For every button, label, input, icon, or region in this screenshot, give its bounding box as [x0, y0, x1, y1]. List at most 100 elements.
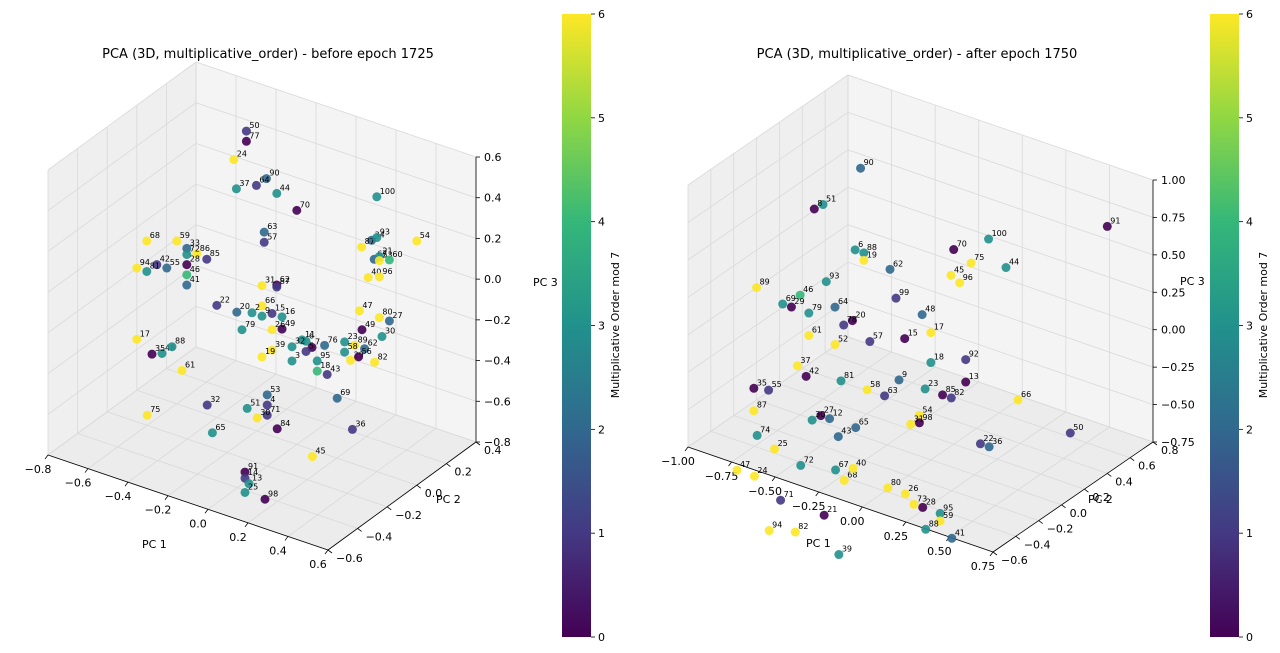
z-tick-label: 1.00 [1161, 174, 1186, 187]
point-label: 13 [252, 474, 262, 483]
scatter-point [142, 410, 152, 420]
scatter-point [272, 188, 282, 198]
scatter-point [267, 345, 277, 355]
y-tick-label: 0.8 [1161, 444, 1179, 457]
scatter-point [764, 385, 774, 395]
point-label: 94 [140, 258, 150, 267]
scatter-point [177, 365, 187, 375]
point-label: 68 [150, 231, 160, 240]
z-tick-label: −0.2 [484, 314, 511, 327]
scatter-point [807, 415, 817, 425]
scatter-point [947, 533, 957, 543]
point-label: 21 [382, 246, 392, 255]
y-tick-mark [1152, 441, 1158, 446]
point-label: 24 [757, 466, 767, 475]
point-label: 81 [150, 261, 160, 270]
point-label: 87 [365, 237, 375, 246]
point-label: 66 [265, 296, 275, 305]
scatter-point [372, 233, 382, 243]
point-label: 80 [382, 308, 392, 317]
scatter-point [132, 334, 142, 344]
scatter-point [795, 290, 805, 300]
scatter-point [865, 337, 875, 347]
point-label: 50 [249, 121, 259, 130]
scatter-point [340, 347, 350, 357]
point-label: 72 [190, 244, 200, 253]
point-label: 51 [250, 398, 260, 407]
scatter-point [142, 266, 152, 276]
point-label: 30 [260, 408, 270, 417]
chart-left: PCA (3D, multiplicative_order) - before … [25, 8, 622, 644]
point-label: 44 [280, 183, 290, 192]
point-label: 11 [305, 330, 315, 339]
x-tick-mark [284, 536, 289, 541]
point-label: 98 [922, 413, 932, 422]
scatter-point [885, 264, 895, 274]
x-tick-mark [858, 506, 863, 512]
scatter-point [830, 340, 840, 350]
y-tick-mark [1038, 520, 1043, 524]
point-label: 79 [245, 320, 255, 329]
point-label: 63 [267, 222, 277, 231]
point-label: 9 [902, 370, 907, 379]
grid-line-z [47, 61, 477, 171]
point-label: 21 [827, 505, 837, 514]
scatter-point [859, 248, 869, 258]
point-label: 59 [943, 511, 953, 520]
scatter-point [859, 255, 869, 265]
z-tick-label: −0.4 [484, 355, 511, 368]
scatter-point [1102, 221, 1112, 231]
point-label: 73 [917, 494, 927, 503]
colorbar-left-label: Multiplicative Order mod 7 [609, 252, 622, 399]
point-label: 17 [140, 329, 150, 338]
scatter-point [357, 325, 367, 335]
point-label: 100 [380, 187, 395, 196]
point-label: 6 [858, 240, 863, 249]
point-label: 15 [908, 329, 918, 338]
scatter-point [241, 126, 251, 136]
point-label: 77 [249, 131, 259, 140]
point-label: 18 [934, 353, 944, 362]
point-label: 82 [378, 352, 388, 361]
colorbar-tick-label: 1 [1246, 527, 1253, 540]
scatter-point [132, 263, 142, 273]
chart-left-colorbar: 0 1 2 3 4 5 6 Multiplicative Order mod 7 [562, 8, 622, 644]
scatter-point [241, 136, 251, 146]
point-label: 20 [240, 302, 250, 311]
point-label: 50 [1073, 423, 1083, 432]
point-label: 19 [265, 347, 275, 356]
scatter-point [374, 313, 384, 323]
z-tick-label: −0.50 [1161, 399, 1195, 412]
scatter-point [182, 280, 192, 290]
scatter-point [804, 331, 814, 341]
scatter-point [833, 432, 843, 442]
x-tick-mark [324, 549, 329, 555]
scatter-point [935, 516, 945, 526]
scatter-point [856, 163, 866, 173]
point-label: 57 [873, 332, 883, 341]
point-label: 74 [760, 425, 770, 434]
scatter-point [1065, 428, 1075, 438]
scatter-point [231, 184, 241, 194]
point-label: 26 [908, 484, 918, 493]
point-label: 70 [300, 200, 310, 209]
point-label: 67 [839, 460, 849, 469]
chart-left-points: 2450779064373487635767404470628710093545… [132, 121, 430, 504]
scatter-point [786, 302, 796, 312]
scatter-point [836, 376, 846, 386]
point-label: 33 [190, 238, 200, 247]
scatter-point [778, 299, 788, 309]
pane-back [196, 62, 476, 442]
scatter-point [821, 277, 831, 287]
x-tick-mark [728, 461, 732, 467]
scatter-point [834, 550, 844, 560]
point-label: 88 [929, 519, 939, 528]
scatter-point [267, 308, 277, 318]
point-label: 37 [239, 179, 249, 188]
grid-line-z [47, 142, 477, 252]
scatter-point [229, 155, 239, 165]
y-axis-line [992, 441, 1154, 553]
point-label: 64 [838, 297, 848, 306]
point-label: 61 [185, 360, 195, 369]
